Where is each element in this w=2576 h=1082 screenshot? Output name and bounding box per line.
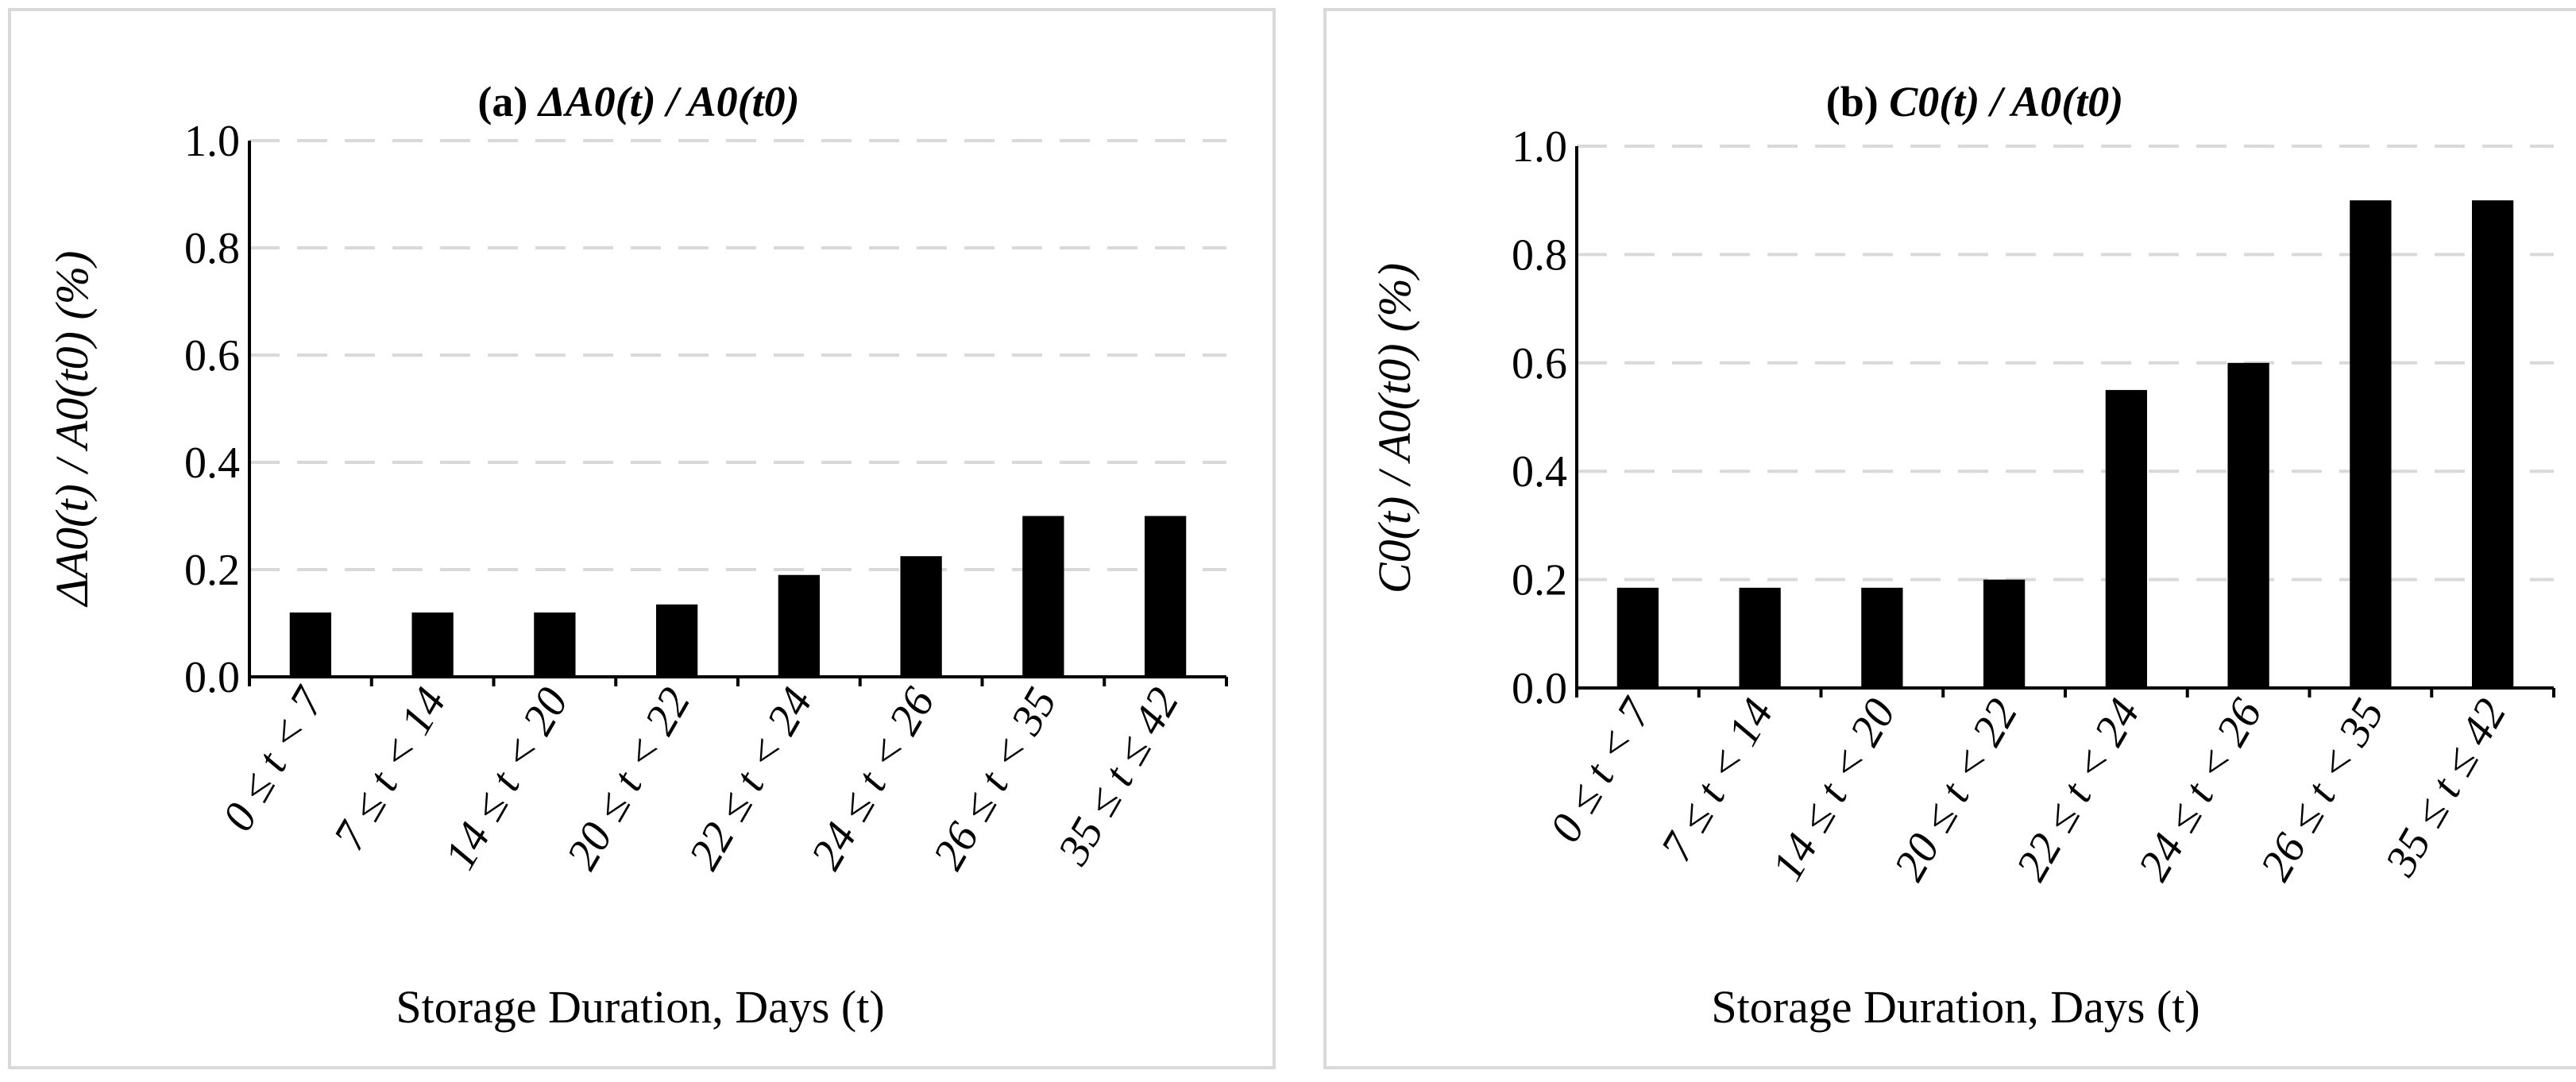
axes — [248, 141, 1228, 686]
chart-panel-a: (a) ΔA0(t) / A0(t0) ΔA0(t) / A0(t0) (%) … — [8, 8, 1276, 1069]
bar-5 — [778, 574, 821, 677]
y-tick-label: 1.0 — [1512, 122, 1567, 172]
y-ticks: 0.0 0.2 0.4 0.6 0.8 1.0 — [1512, 122, 1567, 713]
y-tick-label: 0.0 — [184, 653, 240, 702]
y-tick-label: 0.6 — [1512, 339, 1567, 388]
bar-2 — [1739, 587, 1781, 688]
y-tick-label: 0.2 — [184, 546, 240, 595]
x-tick-label: 24 ≤ t < 26 — [2129, 691, 2272, 889]
bar-7 — [2350, 200, 2392, 688]
y-axis-label: ΔA0(t) / A0(t0) (%) — [46, 251, 98, 608]
x-tick-label: 0 ≤ t < 7 — [1540, 690, 1662, 851]
axes — [1575, 146, 2555, 698]
x-tick-label: 24 ≤ t < 26 — [801, 680, 944, 878]
chart-panel-b: (b) C0(t) / A0(t0) C0(t) / A0(t0) (%) St… — [1323, 8, 2576, 1069]
x-tick-label: 7 ≤ t < 14 — [324, 680, 456, 859]
x-tick-label: 20 ≤ t < 22 — [1885, 691, 2028, 889]
bars — [289, 516, 1187, 677]
x-tick-label: 35 ≤ t ≤ 42 — [1049, 680, 1189, 874]
x-tick-label: 22 ≤ t < 24 — [2006, 691, 2149, 889]
bars — [1616, 200, 2514, 688]
bar-8 — [2471, 200, 2514, 688]
y-tick-label: 0.8 — [1512, 230, 1567, 280]
x-tick-label: 14 ≤ t < 20 — [1763, 691, 1906, 889]
bar-3 — [534, 612, 576, 677]
y-tick-label: 0.8 — [184, 224, 240, 273]
y-tick-label: 0.4 — [184, 439, 240, 488]
bar-3 — [1861, 587, 1903, 688]
y-tick-label: 0.6 — [184, 331, 240, 381]
x-tick-label: 35 ≤ t ≤ 42 — [2376, 691, 2516, 885]
y-tick-label: 0.0 — [1512, 664, 1567, 713]
bar-2 — [411, 612, 454, 677]
bar-4 — [655, 604, 698, 677]
x-tick-label: 26 ≤ t < 35 — [2251, 691, 2394, 889]
chart-title: (a) ΔA0(t) / A0(t0) — [477, 78, 799, 126]
bar-1 — [1616, 587, 1659, 688]
chart-a: (a) ΔA0(t) / A0(t0) ΔA0(t) / A0(t0) (%) … — [46, 78, 1228, 1033]
x-tick-label: 0 ≤ t < 7 — [213, 678, 334, 840]
bar-6 — [900, 556, 942, 677]
x-tick-label: 7 ≤ t < 14 — [1651, 691, 1783, 870]
bar-4 — [1983, 579, 2026, 688]
chart-b: (b) C0(t) / A0(t0) C0(t) / A0(t0) (%) St… — [1369, 78, 2555, 1033]
y-ticks: 0.0 0.2 0.4 0.6 0.8 1.0 — [184, 117, 240, 702]
y-tick-label: 1.0 — [184, 117, 240, 166]
x-axis-label: Storage Duration, Days (t) — [1711, 981, 2199, 1033]
bar-1 — [289, 612, 332, 677]
bar-5 — [2105, 389, 2148, 688]
x-tick-label: 22 ≤ t < 24 — [679, 680, 822, 878]
gridlines — [1577, 145, 2554, 582]
x-tick-label: 26 ≤ t < 35 — [924, 680, 1067, 878]
chart-title: (b) C0(t) / A0(t0) — [1826, 78, 2123, 126]
bar-7 — [1022, 516, 1064, 677]
x-tick-label: 20 ≤ t < 22 — [558, 680, 701, 878]
y-axis-label: C0(t) / A0(t0) (%) — [1369, 263, 1420, 593]
x-tick-label: 14 ≤ t < 20 — [435, 680, 578, 878]
bar-6 — [2227, 362, 2269, 688]
y-tick-label: 0.2 — [1512, 556, 1567, 605]
x-axis-label: Storage Duration, Days (t) — [396, 981, 884, 1033]
gridlines — [249, 139, 1226, 571]
bar-8 — [1144, 516, 1187, 677]
y-tick-label: 0.4 — [1512, 447, 1567, 497]
